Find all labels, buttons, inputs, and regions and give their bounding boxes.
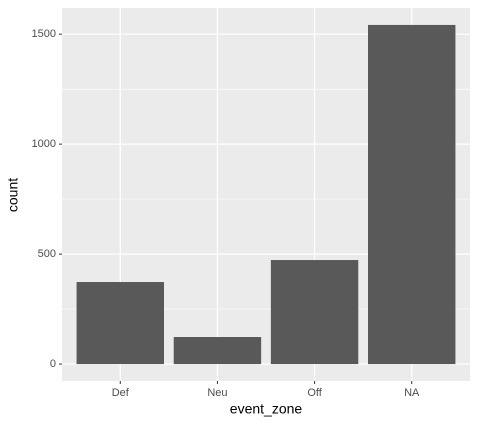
- y-tick-label: 1000: [32, 138, 56, 150]
- y-tick-label: 1500: [32, 28, 56, 40]
- x-tick-label: Def: [112, 387, 130, 399]
- x-axis-title: event_zone: [230, 401, 303, 417]
- y-tick-label: 0: [50, 358, 56, 370]
- y-axis-title: count: [5, 178, 21, 212]
- x-tick-label: Off: [307, 387, 322, 399]
- x-tick-label: NA: [404, 387, 420, 399]
- bar: [173, 337, 262, 365]
- bar: [270, 260, 359, 365]
- x-tick-label: Neu: [207, 387, 227, 399]
- bar: [76, 282, 164, 365]
- bar: [368, 24, 456, 365]
- y-tick-label: 500: [38, 248, 56, 260]
